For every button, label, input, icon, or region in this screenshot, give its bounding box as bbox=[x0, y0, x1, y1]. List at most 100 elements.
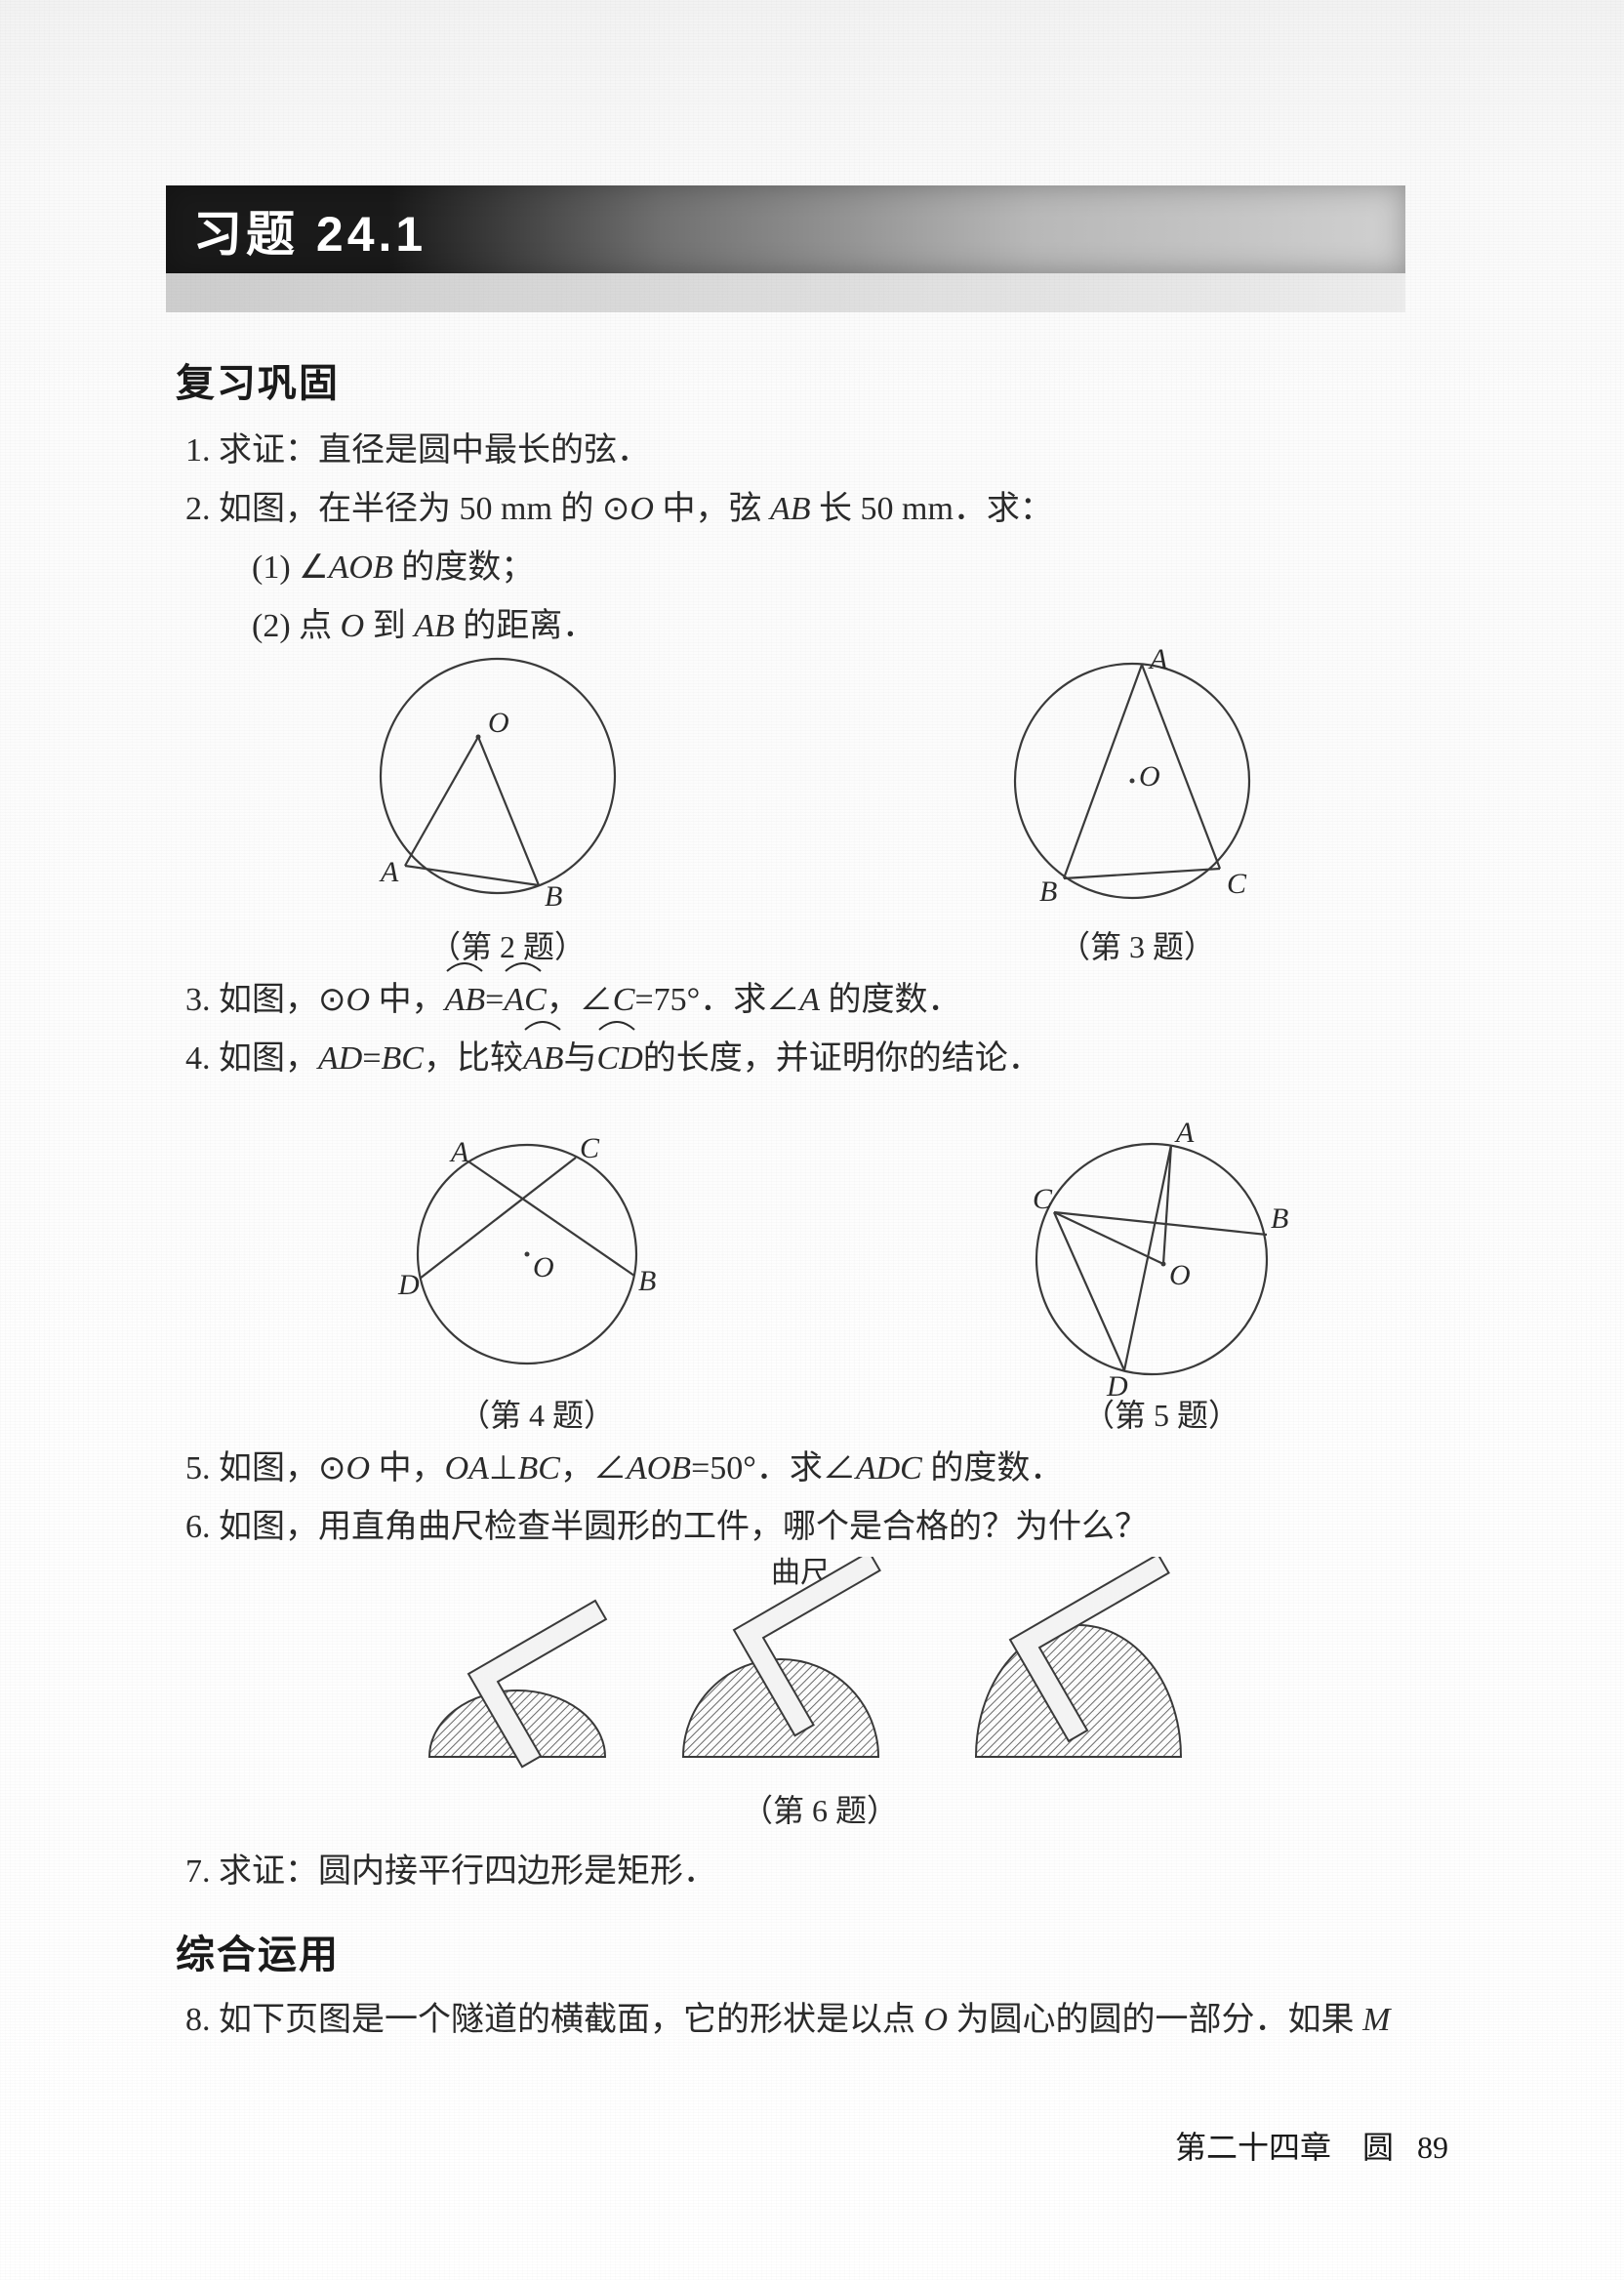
p5-t5: 的度数． bbox=[922, 1450, 1064, 1486]
p5-ADC: ADC bbox=[856, 1450, 922, 1486]
p2-s1-c: 的度数； bbox=[393, 550, 535, 586]
fig2-A-label: A bbox=[379, 856, 399, 888]
p3-num: 3. bbox=[185, 982, 211, 1018]
p2-s2-O: O bbox=[341, 608, 365, 644]
p1-num: 1. bbox=[185, 432, 211, 468]
p8-M: M bbox=[1362, 2002, 1390, 2038]
fig4-D-label: D bbox=[397, 1269, 420, 1301]
p3-C: C bbox=[613, 982, 635, 1018]
p2-s2-AB: AB bbox=[414, 608, 455, 644]
p4-arc-cd: CD bbox=[597, 1030, 643, 1088]
header-title: 习题 24.1 bbox=[193, 195, 426, 265]
p7-text: 求证：圆内接平行四边形是矩形． bbox=[219, 1853, 716, 1890]
figure-2: O A B bbox=[351, 654, 644, 917]
p1-text: 求证：直径是圆中最长的弦． bbox=[219, 432, 650, 468]
p8-O: O bbox=[924, 2002, 949, 2038]
fig5-C-label: C bbox=[1033, 1183, 1053, 1215]
p4-arc-ab: AB bbox=[523, 1030, 564, 1088]
p5-t3: ，∠ bbox=[560, 1450, 627, 1486]
p2-tb: 中，弦 bbox=[654, 491, 770, 527]
fig3-A-label: A bbox=[1148, 649, 1168, 675]
p4-t1: 如图， bbox=[219, 1040, 318, 1077]
p5-OA: OA bbox=[445, 1450, 489, 1486]
p2-odot: ⊙ bbox=[602, 491, 630, 527]
p2-AB: AB bbox=[770, 491, 811, 527]
fig2-B-label: B bbox=[545, 880, 562, 913]
p4-num: 4. bbox=[185, 1040, 211, 1077]
p5-AOB: AOB bbox=[627, 1450, 691, 1486]
p2-s2-a: 点 bbox=[299, 608, 341, 644]
problem-2: 2. 如图，在半径为 50 mm 的 ⊙O 中，弦 AB 长 50 mm．求： bbox=[185, 480, 1386, 539]
footer-chapter: 第二十四章 圆 bbox=[1175, 2130, 1394, 2165]
fig4-C-label: C bbox=[580, 1132, 600, 1164]
p5-num: 5. bbox=[185, 1450, 211, 1486]
p2-num: 2. bbox=[185, 491, 211, 527]
p4-eq1: = bbox=[362, 1040, 381, 1077]
p3-A: A bbox=[799, 982, 820, 1018]
figure-6-caption: （第 6 题） bbox=[742, 1786, 898, 1831]
p2-s1-label: (1) bbox=[252, 550, 291, 586]
problem-1: 1. 求证：直径是圆中最长的弦． bbox=[185, 422, 1386, 480]
footer-page: 89 bbox=[1417, 2130, 1448, 2165]
p5-t4: =50°．求∠ bbox=[691, 1450, 856, 1486]
problem-4: 4. 如图，AD=BC，比较AB与CD的长度，并证明你的结论． bbox=[185, 1030, 1386, 1088]
page: 习题 24.1 复习巩固 1. 求证：直径是圆中最长的弦． 2. 如图，在半径为… bbox=[0, 0, 1624, 2280]
p3-odot: ⊙ bbox=[318, 982, 346, 1018]
fig4-A-label: A bbox=[449, 1136, 469, 1168]
p2-O: O bbox=[629, 491, 654, 527]
p4-t4: 的长度，并证明你的结论． bbox=[643, 1040, 1041, 1077]
p4-AD: AD bbox=[318, 1040, 362, 1077]
fig5-A-label: A bbox=[1174, 1117, 1195, 1149]
p5-t2: 中， bbox=[370, 1450, 445, 1486]
section-review-title: 复习巩固 bbox=[176, 351, 340, 408]
p2-tc: 长 50 mm．求： bbox=[811, 491, 1053, 527]
problem-2-sub1: (1) ∠AOB 的度数； bbox=[185, 539, 1386, 597]
p3-arc-ab: AB bbox=[445, 971, 486, 1030]
p2-s2-label: (2) bbox=[252, 608, 291, 644]
problem-8: 8. 如下页图是一个隧道的横截面，它的形状是以点 O 为圆心的圆的一部分．如果 … bbox=[185, 1991, 1405, 2050]
section-composite-title: 综合运用 bbox=[176, 1923, 340, 1979]
p5-t1: 如图， bbox=[219, 1450, 318, 1486]
p5-BC: BC bbox=[518, 1450, 560, 1486]
fig3-C-label: C bbox=[1227, 868, 1247, 900]
p2-s2-b: 到 bbox=[364, 608, 414, 644]
p3-O: O bbox=[346, 982, 371, 1018]
p2-s2-c: 的距离． bbox=[455, 608, 596, 644]
problem-6: 6. 如图，用直角曲尺检查半圆形的工件，哪个是合格的？为什么？ bbox=[185, 1498, 1386, 1557]
p3-t1: 如图， bbox=[219, 982, 318, 1018]
p2-s1-b: AOB bbox=[329, 550, 393, 586]
figure-5: A B C O D bbox=[995, 1103, 1308, 1405]
figure-6: 曲尺 bbox=[410, 1557, 1210, 1781]
p7-num: 7. bbox=[185, 1853, 211, 1890]
p8-t2: 为圆心的圆的一部分．如果 bbox=[948, 2002, 1362, 2038]
figure-5-caption: （第 5 题） bbox=[1083, 1391, 1239, 1436]
p2-s1-a: ∠ bbox=[299, 550, 328, 586]
problem-5: 5. 如图，⊙O 中，OA⊥BC，∠AOB=50°．求∠ADC 的度数． bbox=[185, 1440, 1386, 1498]
p6-text: 如图，用直角曲尺检查半圆形的工件，哪个是合格的？为什么？ bbox=[219, 1509, 1148, 1545]
p4-t3: 与 bbox=[564, 1040, 597, 1077]
p5-O: O bbox=[346, 1450, 371, 1486]
fig4-B-label: B bbox=[638, 1265, 656, 1297]
p3-t4: =75°．求∠ bbox=[634, 982, 799, 1018]
fig4-O-label: O bbox=[533, 1251, 554, 1283]
p3-t2: 中， bbox=[370, 982, 445, 1018]
p2-ta: 如图，在半径为 50 mm 的 bbox=[219, 491, 602, 527]
p6-num: 6. bbox=[185, 1509, 211, 1545]
fig5-B-label: B bbox=[1271, 1202, 1288, 1235]
p4-t2: ，比较 bbox=[424, 1040, 523, 1077]
figure-4-caption: （第 4 题） bbox=[459, 1391, 615, 1436]
page-footer: 第二十四章 圆 89 bbox=[1175, 2123, 1448, 2168]
p5-odot: ⊙ bbox=[318, 1450, 346, 1486]
p4-BC: BC bbox=[382, 1040, 424, 1077]
fig2-O-label: O bbox=[488, 707, 509, 739]
p5-perp: ⊥ bbox=[489, 1450, 518, 1486]
p3-t5: 的度数． bbox=[820, 982, 961, 1018]
p8-t1: 如下页图是一个隧道的横截面，它的形状是以点 bbox=[219, 2002, 924, 2038]
problem-3: 3. 如图，⊙O 中，AB=AC，∠C=75°．求∠A 的度数． bbox=[185, 971, 1386, 1030]
problem-2-sub2: (2) 点 O 到 AB 的距离． bbox=[185, 597, 1386, 656]
header-subband bbox=[166, 273, 1405, 312]
figure-3-caption: （第 3 题） bbox=[1059, 922, 1215, 967]
figure-3: A O B C bbox=[981, 649, 1283, 927]
p3-eq: = bbox=[485, 982, 504, 1018]
fig3-B-label: B bbox=[1039, 875, 1057, 908]
